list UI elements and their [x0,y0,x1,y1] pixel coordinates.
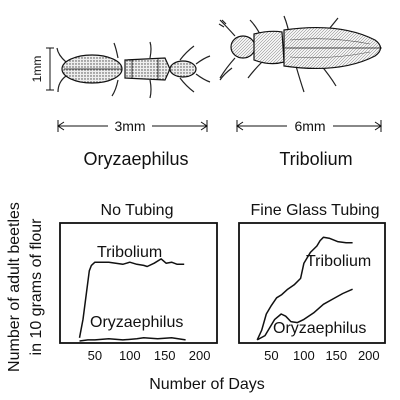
oryzaephilus-length-dimension: 3mm [57,118,208,134]
x-tick-label: 100 [293,348,315,363]
series-label-oryzaephilus-no-tubing: Oryzaephilus [90,314,183,331]
chart-title-fine-glass-tubing: Fine Glass Tubing [251,202,380,219]
chart-frame [238,222,386,344]
x-tick-label: 200 [189,348,211,363]
chart-no-tubing: 50 100 150 200 [59,222,218,363]
series-label-tribolium-no-tubing: Tribolium [97,244,162,261]
scale-bar: 1mm [30,47,54,91]
chart-frame [59,222,218,344]
tribolium-head [230,35,256,59]
x-tick-label: 200 [358,348,380,363]
chart-title-no-tubing: No Tubing [101,202,174,219]
x-tick-label: 150 [154,348,176,363]
tribolium-length-dimension: 6mm [236,118,382,134]
series-label-oryzaephilus-fine-glass-tubing: Oryzaephilus [273,320,366,337]
oryzaephilus-name: Oryzaephilus [83,149,188,169]
oryzaephilus-thorax [124,57,171,81]
oryzaephilus-head [169,60,197,78]
y-axis-label-line2: in 10 grams of flour [28,218,45,356]
tribolium-length-label: 6mm [294,118,325,134]
oryzaephilus-illustration: 1mm [30,41,211,99]
chart-fine-glass-tubing: 50 100 150 200 [238,222,386,363]
series-line-oryzaephilus [256,288,353,341]
tribolium-thorax [253,30,285,65]
series-line-tribolium [256,236,353,341]
tribolium-illustration [218,15,382,93]
scale-bar-label: 1mm [30,56,44,83]
tribolium-name: Tribolium [279,149,352,169]
oryzaephilus-legs [56,41,211,99]
x-axis-title: Number of Days [149,376,265,393]
x-tick-label: 50 [264,348,278,363]
series-line-oryzaephilus [79,337,186,342]
series-label-tribolium-fine-glass-tubing: Tribolium [306,253,371,270]
x-tick-label: 100 [119,348,141,363]
y-axis-label-line1: Number of adult beetles [6,202,23,372]
x-tick-label: 150 [325,348,347,363]
y-axis-label: Number of adult beetles in 10 grams of f… [6,202,45,372]
x-tick-label: 50 [88,348,102,363]
oryzaephilus-length-label: 3mm [114,118,145,134]
series-line-tribolium [78,258,185,338]
